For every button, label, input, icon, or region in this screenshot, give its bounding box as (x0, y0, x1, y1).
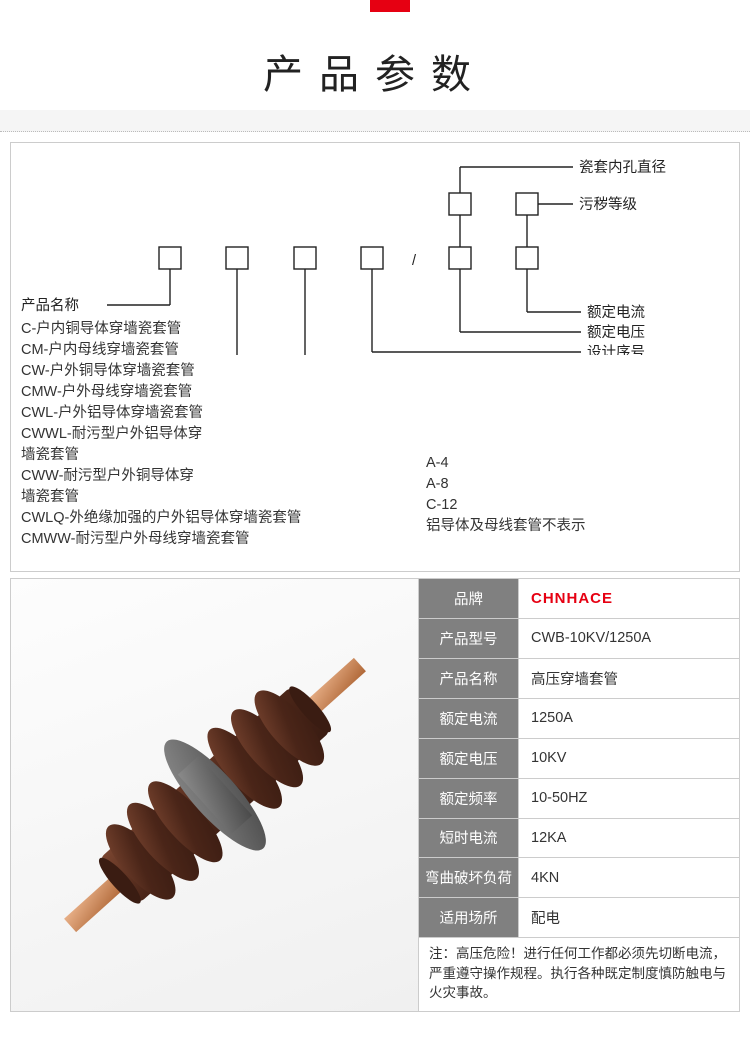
type-code-item: 墙瓷套管 (21, 445, 301, 466)
product-image (11, 579, 419, 1011)
spec-value: 4KN (519, 858, 739, 897)
spec-value: 10KV (519, 739, 739, 778)
spec-label: 额定电压 (419, 739, 519, 778)
label-rated-current: 额定电流 (587, 304, 645, 321)
label-rated-voltage: 额定电压 (587, 324, 645, 341)
mid-code-item: C-12 (426, 495, 586, 516)
spec-label: 产品型号 (419, 619, 519, 658)
mid-code-item: 铝导体及母线套管不表示 (426, 516, 586, 537)
spec-value: 配电 (519, 898, 739, 937)
spec-value: 1250A (519, 699, 739, 738)
label-design-no: 设计序号 (587, 344, 645, 355)
spec-table: 品牌 CHNHACE 产品型号 CWB-10KV/1250A 产品名称 高压穿墙… (419, 579, 739, 1011)
type-code-item: 墙瓷套管 (21, 487, 301, 508)
type-code-item: CWL-户外铝导体穿墙瓷套管 (21, 403, 301, 424)
spec-value: CWB-10KV/1250A (519, 619, 739, 658)
page-title: 产品参数 (0, 42, 750, 100)
type-code-item: CWW-耐污型户外铜导体穿 (21, 466, 301, 487)
table-row: 产品名称 高压穿墙套管 (419, 659, 739, 699)
type-code-list: C-户内铜导体穿墙瓷套管 CM-户内母线穿墙瓷套管 CW-户外铜导体穿墙瓷套管 … (21, 319, 301, 550)
label-product-name-heading: 产品名称 (21, 297, 79, 314)
spec-label: 品牌 (419, 579, 519, 618)
slash-mark: / (412, 253, 417, 269)
type-code-item: CW-户外铜导体穿墙瓷套管 (21, 361, 301, 382)
accent-bar (0, 0, 750, 12)
spec-value: 12KA (519, 819, 739, 858)
spec-label: 额定频率 (419, 779, 519, 818)
spec-label: 额定电流 (419, 699, 519, 738)
separator-bar (0, 110, 750, 132)
spec-label: 产品名称 (419, 659, 519, 698)
table-row: 额定电流 1250A (419, 699, 739, 739)
mid-code-item: A-8 (426, 474, 586, 495)
spec-label: 短时电流 (419, 819, 519, 858)
type-code-item: CM-户内母线穿墙瓷套管 (21, 340, 301, 361)
type-code-item: CMW-户外母线穿墙瓷套管 (21, 382, 301, 403)
label-bore-diameter: 瓷套内孔直径 (579, 159, 666, 176)
type-code-item: CMWW-耐污型户外母线穿墙瓷套管 (21, 529, 301, 550)
mid-code-item: A-4 (426, 453, 586, 474)
type-code-item: CWLQ-外绝缘加强的户外铝导体穿墙瓷套管 (21, 508, 301, 529)
red-accent-tab (370, 0, 410, 12)
naming-diagram: / 瓷套内孔直径 污秽等级 (10, 142, 740, 572)
table-row: 额定频率 10-50HZ (419, 779, 739, 819)
spec-value-brand: CHNHACE (519, 579, 739, 618)
table-row: 额定电压 10KV (419, 739, 739, 779)
spec-label: 弯曲破坏负荷 (419, 858, 519, 897)
label-pollution-grade: 污秽等级 (579, 195, 637, 213)
type-code-item: CWWL-耐污型户外铝导体穿 (21, 424, 301, 445)
table-row: 适用场所 配电 (419, 898, 739, 938)
spec-value: 高压穿墙套管 (519, 659, 739, 698)
spec-value: 10-50HZ (519, 779, 739, 818)
mid-code-list: A-4 A-8 C-12 铝导体及母线套管不表示 (426, 453, 586, 537)
spec-label: 适用场所 (419, 898, 519, 937)
warning-note: 注：高压危险！进行任何工作都必须先切断电流，严重遵守操作规程。执行各种既定制度慎… (419, 938, 739, 1011)
table-row: 弯曲破坏负荷 4KN (419, 858, 739, 898)
table-row: 短时电流 12KA (419, 819, 739, 859)
product-spec-section: 品牌 CHNHACE 产品型号 CWB-10KV/1250A 产品名称 高压穿墙… (10, 578, 740, 1012)
type-code-item: C-户内铜导体穿墙瓷套管 (21, 319, 301, 340)
table-row: 产品型号 CWB-10KV/1250A (419, 619, 739, 659)
table-row: 品牌 CHNHACE (419, 579, 739, 619)
